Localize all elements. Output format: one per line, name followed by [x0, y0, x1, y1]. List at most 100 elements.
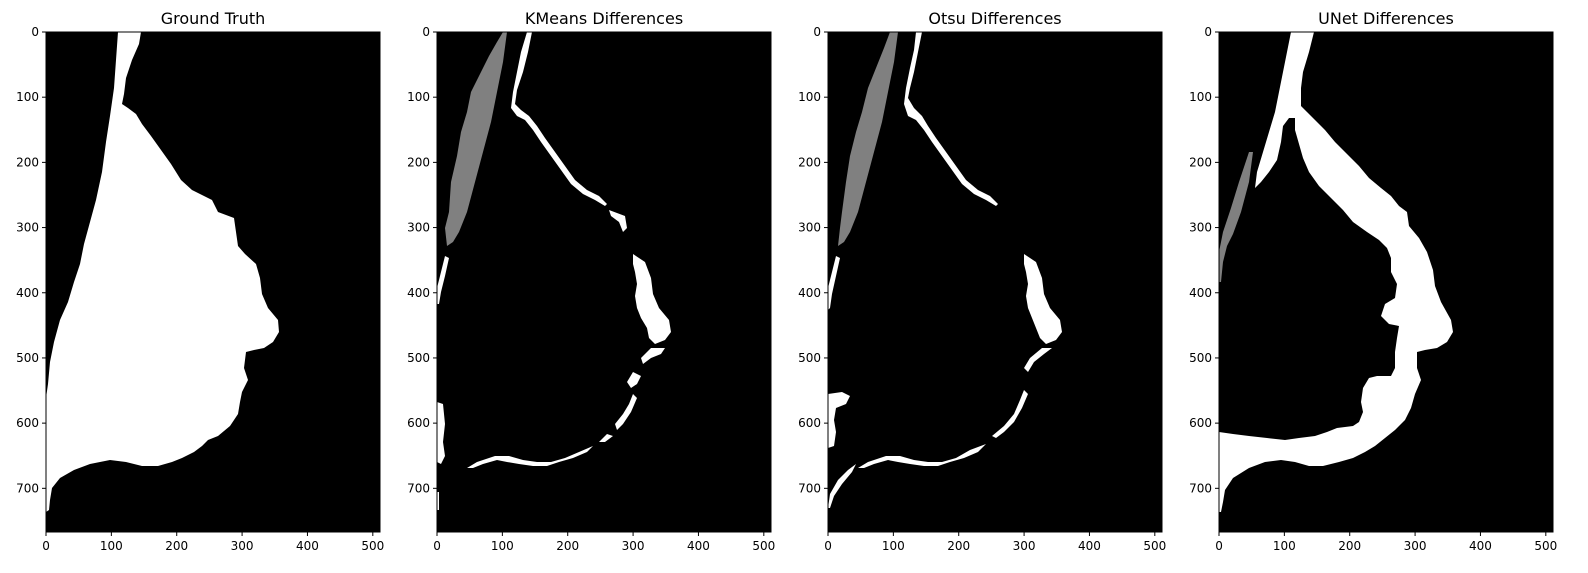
y-tick-label: 0: [422, 25, 430, 39]
ground-truth-mask: [46, 32, 279, 512]
white-region: [904, 32, 998, 206]
white-region: [992, 390, 1028, 438]
y-tick-label: 0: [31, 25, 39, 39]
y-tick-label: 300: [1189, 221, 1212, 235]
y-axis: 0 100 200 300 400 500 600 700: [1189, 25, 1219, 495]
image-background: [437, 32, 771, 532]
white-region: [437, 402, 445, 464]
y-tick-label: 700: [798, 481, 821, 495]
axes-frame: [1218, 31, 1554, 533]
x-tick-label: 0: [824, 539, 832, 553]
panel-title: Ground Truth: [161, 9, 266, 28]
x-tick-label: 200: [165, 539, 188, 553]
y-tick-label: 700: [407, 481, 430, 495]
x-tick-label: 400: [1078, 539, 1101, 553]
white-region: [1024, 348, 1052, 372]
white-region: [1219, 32, 1453, 512]
y-axis: 0 100 200 300 400 500 600 700: [16, 25, 46, 495]
y-tick-label: 600: [407, 416, 430, 430]
y-tick-label: 500: [16, 351, 39, 365]
white-region: [828, 256, 840, 310]
x-tick-label: 400: [1469, 539, 1492, 553]
x-tick-label: 400: [687, 539, 710, 553]
white-region: [828, 464, 856, 508]
x-tick-label: 300: [1404, 539, 1427, 553]
white-region: [609, 210, 627, 232]
axes-frame: [45, 31, 381, 533]
y-tick-label: 500: [1189, 351, 1212, 365]
white-region: [633, 254, 671, 344]
panel-unet: UNet Differences 0 100 200 300 400 500 0 100 20…: [1189, 9, 1557, 553]
white-region: [627, 372, 641, 388]
x-tick-label: 200: [1338, 539, 1361, 553]
white-region: [437, 256, 449, 304]
x-axis: 0 100 200 300 400 500: [42, 532, 384, 553]
gray-region: [1219, 152, 1253, 282]
white-region: [828, 392, 850, 448]
panel-title: UNet Differences: [1318, 9, 1454, 28]
x-tick-label: 300: [1013, 539, 1036, 553]
white-region: [467, 446, 593, 468]
y-tick-label: 300: [407, 221, 430, 235]
gray-region: [838, 32, 898, 246]
y-tick-label: 200: [16, 155, 39, 169]
y-tick-label: 100: [798, 90, 821, 104]
x-tick-label: 500: [1534, 539, 1557, 553]
y-tick-label: 200: [798, 155, 821, 169]
x-tick-label: 400: [296, 539, 319, 553]
y-tick-label: 300: [798, 221, 821, 235]
y-tick-label: 100: [1189, 90, 1212, 104]
y-tick-label: 400: [798, 286, 821, 300]
panel-title: Otsu Differences: [928, 9, 1061, 28]
x-tick-label: 500: [752, 539, 775, 553]
image-background: [828, 32, 1162, 532]
x-tick-label: 500: [1143, 539, 1166, 553]
y-tick-label: 700: [1189, 481, 1212, 495]
y-tick-label: 0: [813, 25, 821, 39]
x-tick-label: 100: [1273, 539, 1296, 553]
y-tick-label: 600: [1189, 416, 1212, 430]
y-tick-label: 400: [16, 286, 39, 300]
x-tick-label: 300: [622, 539, 645, 553]
x-tick-label: 500: [361, 539, 384, 553]
white-region: [641, 348, 665, 364]
y-tick-label: 500: [798, 351, 821, 365]
x-tick-label: 100: [100, 539, 123, 553]
y-tick-label: 600: [16, 416, 39, 430]
white-region: [615, 394, 637, 430]
y-tick-label: 600: [798, 416, 821, 430]
white-region: [1024, 254, 1062, 344]
x-tick-label: 0: [42, 539, 50, 553]
y-tick-label: 300: [16, 221, 39, 235]
panel-title: KMeans Differences: [525, 9, 683, 28]
x-tick-label: 0: [1215, 539, 1223, 553]
y-tick-label: 200: [1189, 155, 1212, 169]
x-tick-label: 100: [882, 539, 905, 553]
y-tick-label: 400: [407, 286, 430, 300]
white-region: [599, 434, 613, 442]
gray-region: [445, 32, 507, 246]
y-tick-label: 100: [407, 90, 430, 104]
y-tick-label: 100: [16, 90, 39, 104]
x-tick-label: 200: [556, 539, 579, 553]
y-tick-label: 500: [407, 351, 430, 365]
y-tick-label: 700: [16, 481, 39, 495]
x-tick-label: 200: [947, 539, 970, 553]
y-axis: 0 100 200 300 400 500 600 700: [798, 25, 828, 495]
x-tick-label: 300: [231, 539, 254, 553]
axes-frame: [436, 31, 772, 533]
x-tick-label: 100: [491, 539, 514, 553]
y-tick-label: 200: [407, 155, 430, 169]
y-tick-label: 400: [1189, 286, 1212, 300]
panel-ground-truth: Ground Truth 0 100 200 300 400 500 0 100 200 300…: [16, 9, 384, 553]
axes-frame: [827, 31, 1163, 533]
panel-kmeans: KMeans Differences 0 100 200 300 400 500 0 100…: [407, 9, 775, 553]
x-axis: 0 100 200 300 400 500: [433, 532, 775, 553]
x-tick-label: 0: [433, 539, 441, 553]
y-axis: 0 100 200 300 400 500 600 700: [407, 25, 437, 495]
y-tick-label: 0: [1204, 25, 1212, 39]
white-region: [858, 444, 986, 468]
panel-otsu: Otsu Differences 0 100 200 300 400 500 0 100 20…: [798, 9, 1166, 553]
x-axis: 0 100 200 300 400 500: [1215, 532, 1557, 553]
